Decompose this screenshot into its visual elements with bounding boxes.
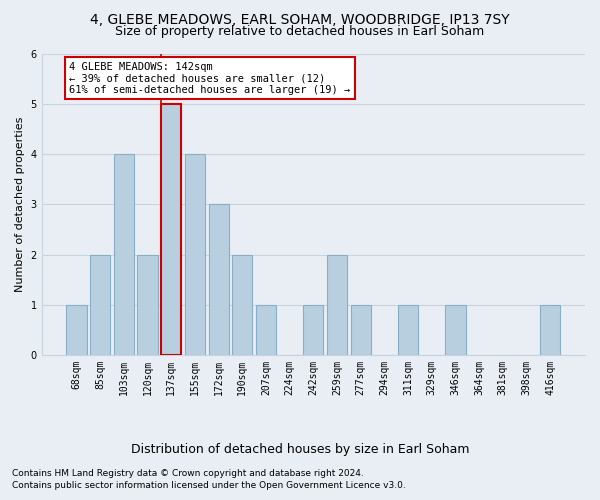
- Bar: [398, 304, 418, 355]
- Y-axis label: Number of detached properties: Number of detached properties: [15, 117, 25, 292]
- Bar: [161, 104, 181, 355]
- Bar: [114, 154, 134, 355]
- Bar: [161, 104, 181, 355]
- Bar: [209, 204, 229, 355]
- Text: 4 GLEBE MEADOWS: 142sqm
← 39% of detached houses are smaller (12)
61% of semi-de: 4 GLEBE MEADOWS: 142sqm ← 39% of detache…: [70, 62, 350, 94]
- Bar: [303, 304, 323, 355]
- Bar: [232, 254, 253, 355]
- Bar: [90, 254, 110, 355]
- Text: Contains public sector information licensed under the Open Government Licence v3: Contains public sector information licen…: [12, 481, 406, 490]
- Text: Contains HM Land Registry data © Crown copyright and database right 2024.: Contains HM Land Registry data © Crown c…: [12, 468, 364, 477]
- Text: Size of property relative to detached houses in Earl Soham: Size of property relative to detached ho…: [115, 25, 485, 38]
- Text: Distribution of detached houses by size in Earl Soham: Distribution of detached houses by size …: [131, 442, 469, 456]
- Bar: [327, 254, 347, 355]
- Bar: [67, 304, 86, 355]
- Text: 4, GLEBE MEADOWS, EARL SOHAM, WOODBRIDGE, IP13 7SY: 4, GLEBE MEADOWS, EARL SOHAM, WOODBRIDGE…: [90, 12, 510, 26]
- Bar: [445, 304, 466, 355]
- Bar: [350, 304, 371, 355]
- Bar: [137, 254, 158, 355]
- Bar: [185, 154, 205, 355]
- Bar: [256, 304, 276, 355]
- Bar: [540, 304, 560, 355]
